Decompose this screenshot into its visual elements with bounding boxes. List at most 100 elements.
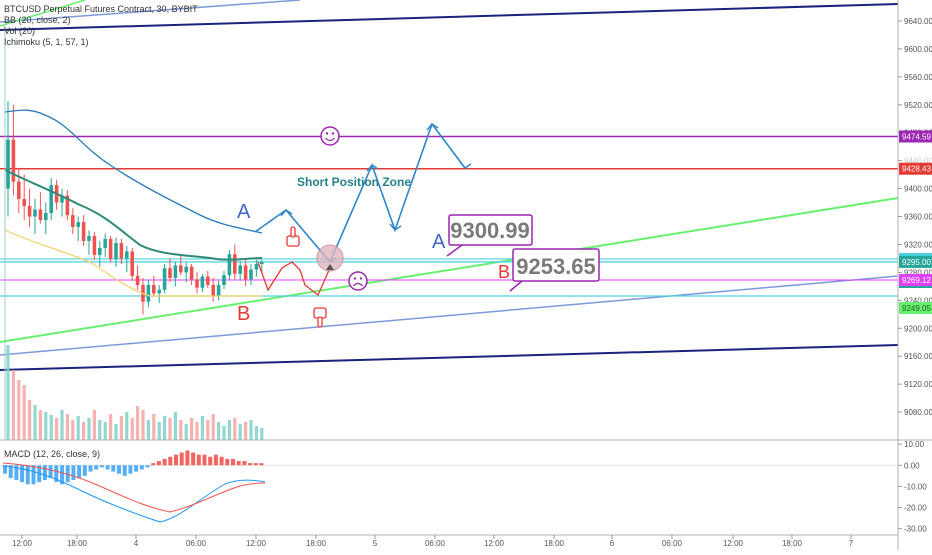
volume-legend: Vol (20) [4, 26, 36, 36]
volume-bar [227, 420, 231, 440]
price-label-text: 9474.59 [902, 132, 931, 141]
sad-eye [353, 277, 357, 280]
wave-label-b-2: B [498, 262, 510, 282]
forecast-arrow-head [459, 161, 472, 169]
volume-bar [87, 418, 91, 440]
macd-histogram-bar [248, 463, 253, 466]
volume-bar [60, 410, 64, 440]
sad-face-icon [348, 271, 368, 291]
volume-bar [233, 418, 237, 440]
volume-bar [190, 418, 194, 440]
macd-histogram-bar [242, 461, 247, 466]
x-tick-label: 12:00 [12, 539, 33, 548]
wave-label-a-2: A [432, 231, 446, 253]
candle-body [206, 276, 210, 285]
macd-histogram-bar [174, 454, 178, 466]
price-label-text: 9295.00 [902, 258, 931, 267]
macd-histogram-bar [48, 465, 53, 478]
y-tick-label: 9280.00 [904, 268, 932, 277]
candle-body [200, 276, 205, 288]
forecast-arrow-head [280, 209, 293, 217]
macd-histogram-bar [145, 465, 150, 468]
price-label-box [899, 130, 932, 143]
signal-line [2, 462, 266, 513]
candle-body [125, 251, 129, 259]
macd-legend: MACD (12, 26, close, 9) [4, 449, 101, 459]
volume-bar [49, 415, 53, 440]
y-tick-label: 9160.00 [904, 352, 932, 361]
macd-histogram-bar [3, 465, 7, 474]
volume-bar [22, 385, 26, 440]
volume-bar [38, 410, 42, 440]
volume-bar [125, 412, 129, 440]
volume-bar [163, 416, 167, 440]
macd-histogram-bar [134, 465, 139, 472]
volume-bar [217, 422, 221, 440]
macd-y-tick-label: -10.00 [904, 482, 927, 491]
macd-y-tick-label: -20.00 [904, 504, 927, 513]
candle-body [184, 266, 188, 273]
volume-bar [249, 420, 253, 440]
volume-bar [65, 414, 69, 440]
forecast-arrow-head [366, 164, 379, 172]
macd-histogram-bar [259, 463, 264, 466]
macd-histogram-bar [179, 452, 184, 466]
macd-histogram-bar [185, 450, 190, 466]
candle-body [108, 238, 113, 260]
macd-line [2, 465, 266, 523]
y-tick-label: 9320.00 [904, 240, 932, 249]
smile-eye [325, 132, 329, 135]
candle-body [76, 222, 80, 227]
y-tick-label: 9640.00 [904, 17, 932, 26]
red-wave-path [257, 261, 331, 297]
price-label-box [899, 273, 932, 286]
volume-bar [244, 422, 248, 440]
sad-mouth [353, 282, 363, 287]
volume-bar [222, 426, 226, 440]
y-tick-label: 9600.00 [904, 45, 932, 54]
volume-bar [260, 428, 264, 440]
macd-histogram-bar [253, 463, 258, 466]
y-tick-label: 9080.00 [904, 408, 932, 417]
candle-body [168, 268, 172, 278]
hand-down-finger [317, 316, 323, 328]
macd-histogram-bar [117, 465, 121, 474]
candle-body [22, 199, 26, 207]
candle-body [249, 269, 253, 280]
x-tick-label: 12:00 [246, 539, 267, 548]
price-label-text: 9428.43 [902, 165, 931, 174]
macd-histogram-bar [231, 458, 235, 466]
macd-histogram-bar [54, 465, 59, 483]
smiley-face-icon [320, 126, 340, 146]
candle-body [243, 265, 248, 280]
volume-bar [184, 424, 188, 440]
macd-histogram-bar [71, 465, 76, 481]
candle-body [211, 284, 215, 297]
volume-bar [157, 422, 161, 440]
candle-body [103, 238, 107, 248]
candle-body [60, 195, 64, 203]
candle-body [38, 209, 43, 220]
x-tick-label: 12:00 [484, 539, 505, 548]
hand-pointing-up-icon [286, 226, 300, 247]
candle-body [6, 139, 10, 189]
candle-body [87, 236, 91, 241]
candle-body [189, 266, 194, 280]
green-support-trendline [0, 197, 899, 343]
volume-bar [92, 410, 96, 440]
candle-body [98, 247, 102, 255]
macd-histogram-bar [128, 465, 133, 474]
candle-body [114, 243, 118, 260]
macd-histogram-bar [151, 463, 156, 466]
candle-body [65, 195, 70, 216]
volume-bar [17, 380, 21, 440]
x-tick-label: 18:00 [544, 539, 565, 548]
macd-histogram-bar [99, 465, 104, 468]
volume-bar [168, 418, 172, 440]
blue-support-trendline [0, 275, 899, 356]
volume-bar [28, 400, 32, 440]
macd-histogram-bar [14, 465, 19, 481]
volume-bar [173, 412, 177, 440]
